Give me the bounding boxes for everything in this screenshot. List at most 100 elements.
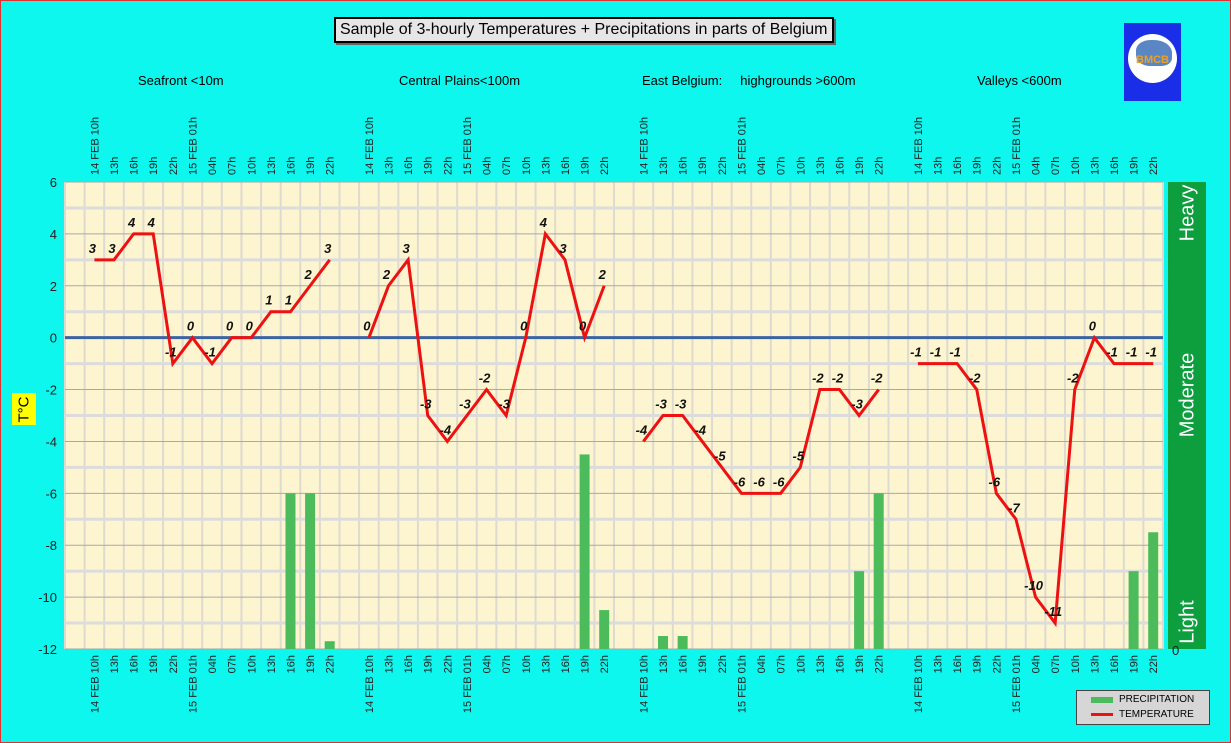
temperature-data-label: -11 xyxy=(1044,604,1062,619)
temperature-data-label: -3 xyxy=(851,397,863,412)
temperature-data-label: 2 xyxy=(303,267,312,282)
temperature-data-label: 0 xyxy=(579,319,587,334)
x-tick-label-top: 07h xyxy=(227,157,239,175)
x-tick-label-top: 22h xyxy=(1148,157,1160,175)
x-tick-label-bottom: 13h xyxy=(815,655,827,673)
region-label: Seafront <10m xyxy=(138,73,224,88)
x-tick-label-top: 19h xyxy=(854,157,866,175)
region-label: Valleys <600m xyxy=(977,73,1062,88)
x-tick-label-top: 04h xyxy=(1031,157,1043,175)
precipitation-bar xyxy=(324,641,335,649)
temperature-data-label: -2 xyxy=(832,371,844,386)
x-tick-label-bottom: 19h xyxy=(854,655,866,673)
temperature-data-label: -2 xyxy=(871,371,883,386)
x-tick-label-top: 14 FEB 10h xyxy=(364,117,376,175)
legend-label: TEMPERATURE xyxy=(1119,709,1194,720)
x-tick-label-bottom: 07h xyxy=(776,655,788,673)
x-tick-label-bottom: 10h xyxy=(246,655,258,673)
chart-title: Sample of 3-hourly Temperatures + Precip… xyxy=(334,17,834,43)
x-tick-label-top: 15 FEB 01h xyxy=(736,117,748,175)
y2-tick-label: 0 xyxy=(1172,643,1179,658)
x-tick-label-top: 16h xyxy=(952,157,964,175)
x-tick-label-bottom: 19h xyxy=(423,655,435,673)
x-tick-label-top: 13h xyxy=(266,157,278,175)
precipitation-bar xyxy=(285,493,296,649)
x-tick-label-bottom: 19h xyxy=(148,655,160,673)
precipitation-bar xyxy=(854,571,865,649)
temperature-data-label: 2 xyxy=(598,267,607,282)
x-tick-label-top: 07h xyxy=(1050,157,1062,175)
x-tick-label-bottom: 15 FEB 01h xyxy=(736,655,748,713)
x-tick-label-top: 22h xyxy=(325,157,337,175)
temperature-data-label: -3 xyxy=(655,397,667,412)
x-tick-label-top: 10h xyxy=(521,157,533,175)
x-tick-label-top: 19h xyxy=(580,157,592,175)
x-tick-label-top: 04h xyxy=(207,157,219,175)
y-axis-label: T°C xyxy=(12,393,36,425)
x-tick-label-top: 16h xyxy=(1109,157,1121,175)
x-tick-label-top: 19h xyxy=(423,157,435,175)
x-tick-label-bottom: 22h xyxy=(717,655,729,673)
x-tick-label-bottom: 19h xyxy=(697,655,709,673)
x-tick-label-top: 10h xyxy=(1070,157,1082,175)
x-tick-label-top: 10h xyxy=(795,157,807,175)
temperature-data-label: 4 xyxy=(127,215,136,230)
x-tick-label-bottom: 22h xyxy=(991,655,1003,673)
x-tick-label-bottom: 13h xyxy=(540,655,552,673)
x-tick-label-top: 16h xyxy=(285,157,297,175)
precipitation-bar xyxy=(873,493,884,649)
x-tick-label-top: 22h xyxy=(599,157,611,175)
y-tick-label: 6 xyxy=(50,175,57,190)
precipitation-bar xyxy=(599,610,610,649)
temperature-data-label: -1 xyxy=(165,345,177,360)
legend-temperature: TEMPERATURE xyxy=(1091,709,1194,720)
x-tick-label-top: 10h xyxy=(246,157,258,175)
temperature-data-label: 4 xyxy=(539,215,548,230)
bmcb-logo: BMCB xyxy=(1124,23,1181,101)
x-tick-label-top: 16h xyxy=(678,157,690,175)
temperature-data-label: -4 xyxy=(694,422,706,437)
x-tick-label-bottom: 13h xyxy=(384,655,396,673)
x-tick-label-top: 13h xyxy=(815,157,827,175)
x-tick-label-bottom: 22h xyxy=(168,655,180,673)
temperature-data-label: -1 xyxy=(930,345,942,360)
x-tick-label-bottom: 07h xyxy=(227,655,239,673)
temperature-data-label: -10 xyxy=(1024,578,1044,593)
x-tick-label-bottom: 16h xyxy=(834,655,846,673)
x-tick-label-bottom: 16h xyxy=(1109,655,1121,673)
x-tick-label-bottom: 14 FEB 10h xyxy=(364,655,376,713)
x-tick-label-top: 13h xyxy=(109,157,121,175)
temperature-line xyxy=(917,334,1154,628)
x-tick-label-bottom: 22h xyxy=(599,655,611,673)
precipitation-bar xyxy=(658,636,669,649)
x-tick-label-top: 15 FEB 01h xyxy=(462,117,474,175)
y-tick-label: -6 xyxy=(45,486,57,501)
legend: PRECIPITATION TEMPERATURE xyxy=(1076,690,1210,725)
precipitation-bar xyxy=(579,454,590,649)
temperature-data-label: -6 xyxy=(753,474,765,489)
x-tick-label-bottom: 22h xyxy=(874,655,886,673)
x-tick-label-bottom: 10h xyxy=(521,655,533,673)
x-tick-label-bottom: 10h xyxy=(795,655,807,673)
x-tick-label-top: 14 FEB 10h xyxy=(89,117,101,175)
x-tick-label-top: 19h xyxy=(972,157,984,175)
x-tick-label-bottom: 16h xyxy=(403,655,415,673)
temperature-data-label: 3 xyxy=(559,241,567,256)
x-tick-label-bottom: 10h xyxy=(1070,655,1082,673)
x-tick-label-bottom: 19h xyxy=(305,655,317,673)
x-tick-label-top: 07h xyxy=(501,157,513,175)
y-tick-label: 4 xyxy=(50,227,57,242)
x-tick-label-top: 16h xyxy=(834,157,846,175)
temperature-data-label: 0 xyxy=(187,319,195,334)
temperature-data-label: 0 xyxy=(246,319,254,334)
temperature-data-label: 0 xyxy=(520,319,528,334)
temperature-data-label: -4 xyxy=(440,422,452,437)
x-tick-label-bottom: 16h xyxy=(952,655,964,673)
x-tick-label-bottom: 14 FEB 10h xyxy=(89,655,101,713)
y-tick-label: -8 xyxy=(45,538,57,553)
x-tick-label-top: 14 FEB 10h xyxy=(913,117,925,175)
precipitation-bar xyxy=(1148,532,1159,649)
logo-text: BMCB xyxy=(1136,54,1169,66)
temperature-data-label: -1 xyxy=(1126,345,1138,360)
x-tick-label-bottom: 07h xyxy=(1050,655,1062,673)
